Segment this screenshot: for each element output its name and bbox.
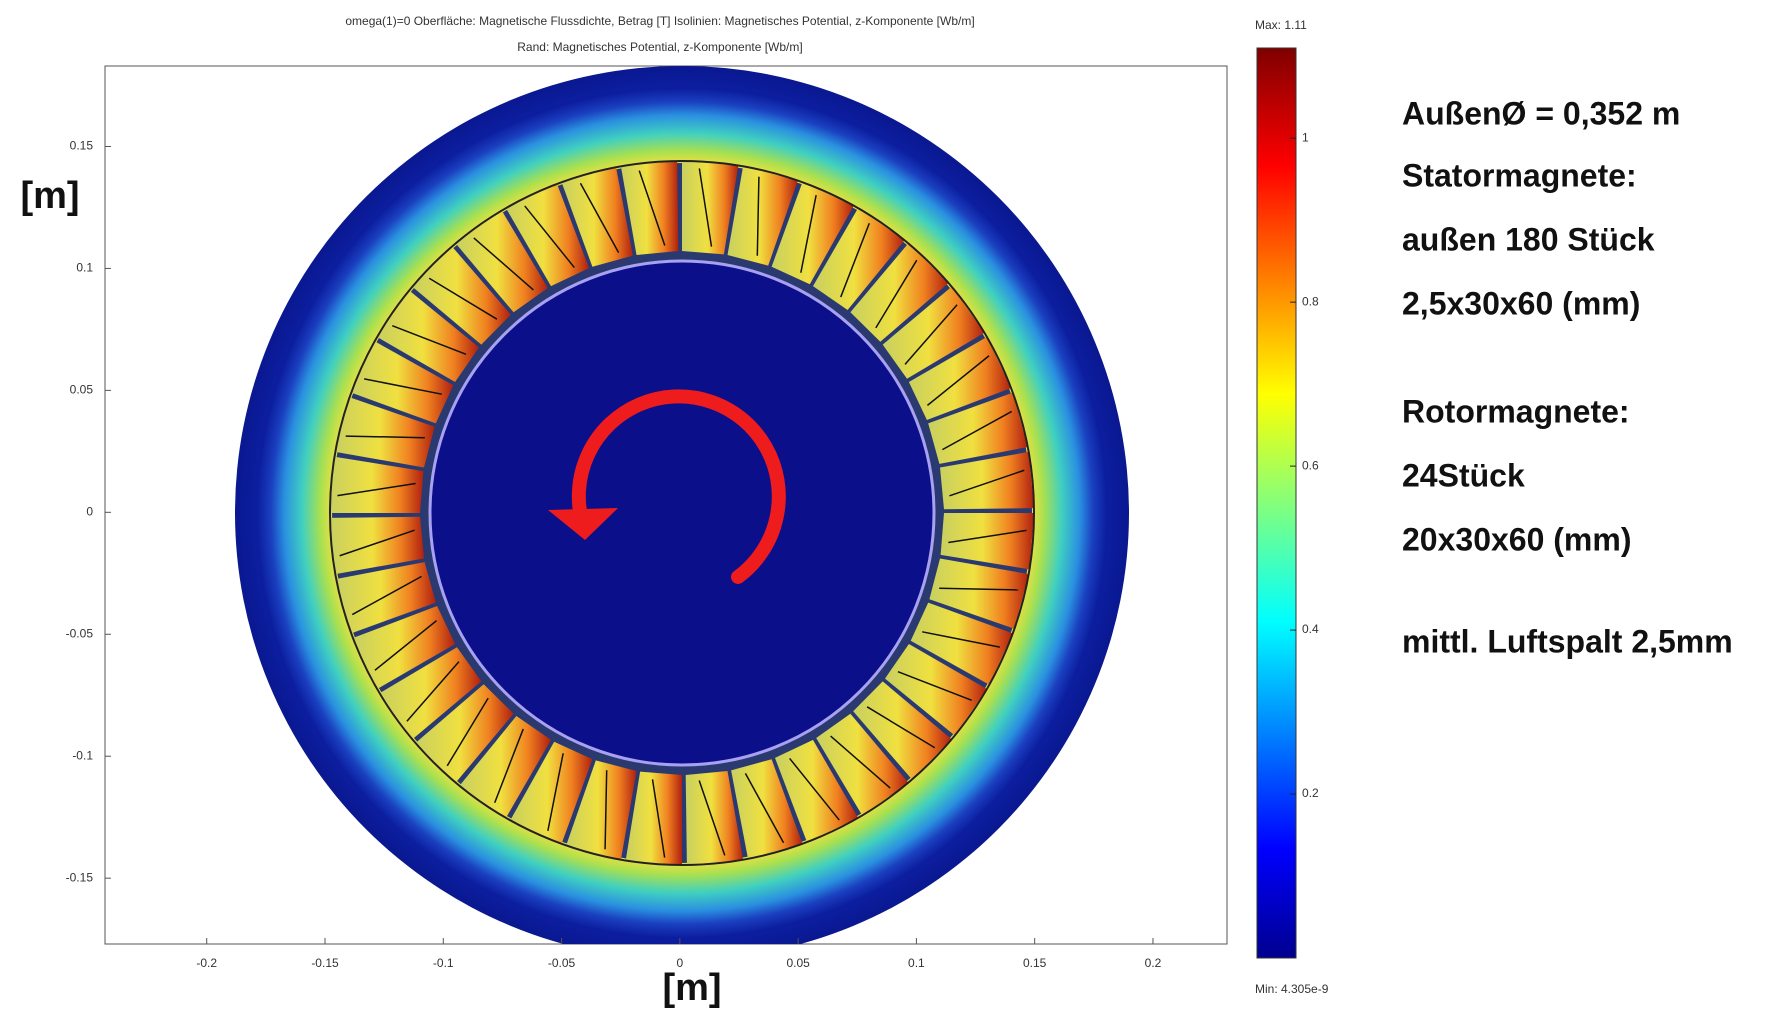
annotation: Rotormagnete: (1402, 393, 1630, 429)
y-tick-label: 0 (86, 504, 93, 518)
colorbar-max: Max: 1.11 (1255, 18, 1307, 32)
x-tick-label: 0.15 (1023, 956, 1047, 970)
y-tick-label: -0.1 (72, 748, 93, 762)
annotation: mittl. Luftspalt 2,5mm (1402, 623, 1733, 659)
x-tick-label: 0.2 (1145, 956, 1162, 970)
colorbar-min: Min: 4.305e-9 (1255, 982, 1329, 996)
y-tick-label: -0.15 (66, 870, 94, 884)
colorbar-tick-label: 0.6 (1302, 458, 1319, 472)
annotation: AußenØ = 0,352 m (1402, 95, 1680, 131)
x-axis-label: [m] (662, 967, 721, 1009)
colorbar-tick-label: 0.2 (1302, 786, 1319, 800)
title: omega(1)=0 Oberfläche: Magnetische Fluss… (345, 14, 974, 28)
y-tick-label: 0.15 (70, 139, 94, 153)
annotation: 2,5x30x60 (mm) (1402, 285, 1640, 321)
colorbar-tick-label: 1 (1302, 130, 1309, 144)
y-tick-label: 0.1 (76, 261, 93, 275)
y-tick-label: -0.05 (66, 626, 94, 640)
x-tick-label: -0.05 (548, 956, 576, 970)
annotation: 24Stück (1402, 457, 1525, 493)
chart: omega(1)=0 Oberfläche: Magnetische Fluss… (0, 0, 1778, 1012)
annotation: außen 180 Stück (1402, 221, 1655, 257)
colorbar (1257, 48, 1296, 958)
subtitle: Rand: Magnetisches Potential, z-Komponen… (517, 40, 802, 54)
colorbar-tick-label: 0.4 (1302, 622, 1319, 636)
x-tick-label: 0.1 (908, 956, 925, 970)
annotation: 20x30x60 (mm) (1402, 521, 1631, 557)
y-tick-label: 0.05 (70, 383, 94, 397)
annotation: Statormagnete: (1402, 157, 1637, 193)
rotor (430, 261, 934, 765)
x-tick-label: -0.15 (311, 956, 339, 970)
colorbar-tick-label: 0.8 (1302, 294, 1319, 308)
field-plot (235, 66, 1129, 960)
x-tick-label: 0.05 (786, 956, 810, 970)
x-tick-label: -0.2 (196, 956, 217, 970)
x-tick-label: 0 (676, 956, 683, 970)
x-tick-label: -0.1 (433, 956, 454, 970)
y-axis-label: [m] (20, 175, 79, 217)
